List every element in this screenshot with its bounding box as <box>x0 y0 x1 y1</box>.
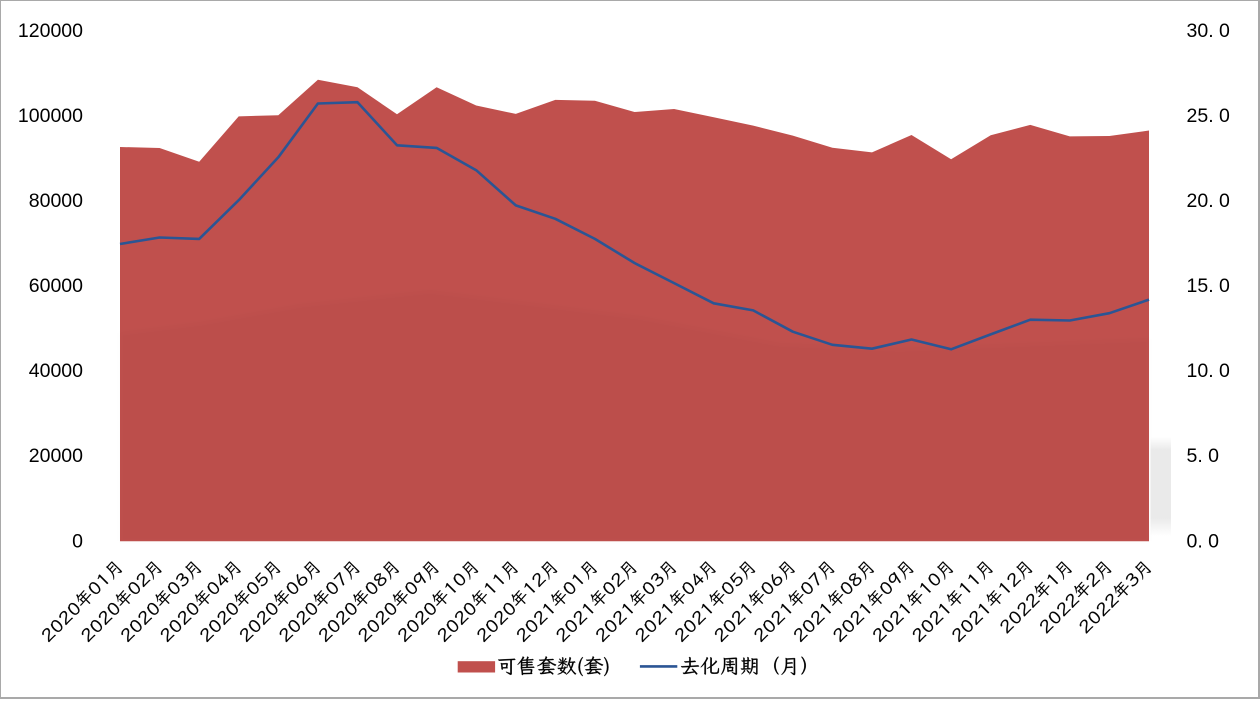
svg-text:0: 0 <box>72 530 83 552</box>
svg-text:20000: 20000 <box>29 445 83 467</box>
svg-text:40000: 40000 <box>29 360 83 382</box>
svg-text:100000: 100000 <box>18 105 83 127</box>
svg-text:120000: 120000 <box>18 20 83 42</box>
svg-text:20. 0: 20. 0 <box>1187 190 1231 212</box>
svg-text:25. 0: 25. 0 <box>1187 105 1231 127</box>
svg-text:30. 0: 30. 0 <box>1187 20 1231 42</box>
svg-text:5. 0: 5. 0 <box>1187 445 1220 467</box>
svg-text:0. 0: 0. 0 <box>1187 530 1220 552</box>
svg-text:60000: 60000 <box>29 275 83 297</box>
svg-text:15. 0: 15. 0 <box>1187 275 1231 297</box>
svg-text:80000: 80000 <box>29 190 83 212</box>
svg-text:10. 0: 10. 0 <box>1187 360 1231 382</box>
